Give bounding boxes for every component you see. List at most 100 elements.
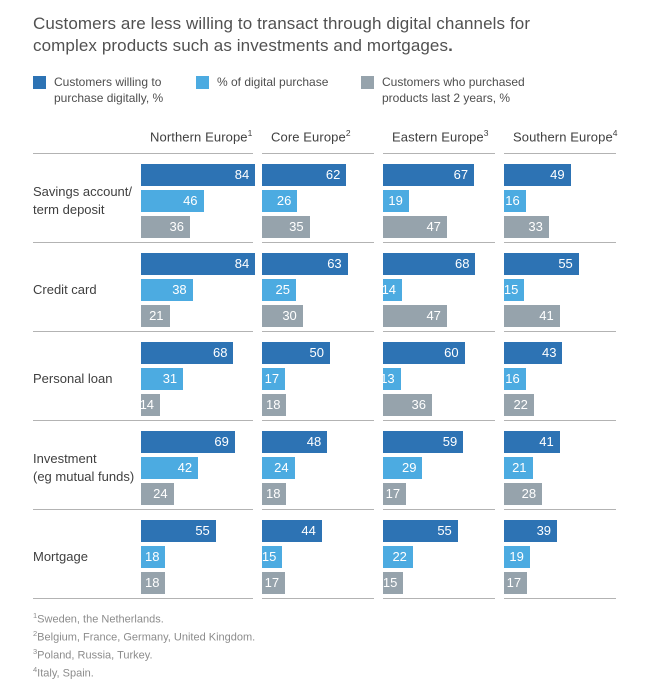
bar-willing-to-purchase-digitally: 59: [383, 430, 464, 453]
bar-value: 18: [145, 575, 160, 591]
bar-value: 22: [513, 397, 528, 413]
bar-purchased-last-2-years: 18: [262, 393, 287, 416]
row-label: Savings account/term deposit: [33, 183, 133, 217]
row-segment: 48 24 18: [262, 419, 374, 509]
bar-value: 31: [162, 371, 178, 387]
bar-value: 15: [382, 575, 398, 591]
bar-digital-purchase-share: 19: [383, 189, 409, 212]
legend-swatch-light-blue: [196, 75, 209, 89]
chart-title-line1: Customers are less willing to transact t…: [33, 14, 531, 33]
bar-value: 18: [266, 397, 281, 413]
row-segment: 68 14 47: [381, 241, 495, 331]
row-segment: 39 19 17: [504, 508, 616, 598]
baseline-segment: [504, 597, 616, 599]
bar-value: 26: [276, 193, 292, 209]
bar-willing-to-purchase-digitally: 62: [262, 163, 347, 186]
bar-group: 55 15 41: [503, 252, 616, 327]
bar-willing-to-purchase-digitally: 55: [504, 252, 579, 275]
bar-group: 44 15 17: [261, 519, 374, 594]
bar-value: 63: [327, 256, 342, 272]
bar-digital-purchase-share: 14: [381, 278, 403, 301]
bar-willing-to-purchase-digitally: 63: [262, 252, 348, 275]
bar-digital-purchase-share: 16: [504, 367, 526, 390]
bar-value: 15: [503, 282, 519, 298]
bar-value: 25: [275, 282, 290, 298]
bar-value: 59: [442, 434, 458, 450]
bar-group: 48 24 18: [262, 430, 374, 505]
bar-value: 24: [153, 486, 168, 502]
bar-value: 44: [301, 523, 316, 539]
bar-digital-purchase-share: 31: [141, 367, 184, 390]
footnote: 2Belgium, France, Germany, United Kingdo…: [33, 629, 256, 644]
bar-value: 39: [536, 523, 552, 539]
bar-willing-to-purchase-digitally: 60: [383, 341, 465, 364]
bar-value: 84: [234, 256, 250, 272]
bar-value: 16: [505, 371, 520, 387]
bar-digital-purchase-share: 16: [504, 189, 526, 212]
row-segment: 44 15 17: [261, 508, 374, 598]
bar-willing-to-purchase-digitally: 48: [262, 430, 328, 453]
bar-purchased-last-2-years: 41: [504, 304, 560, 327]
bar-group: 43 16 22: [504, 341, 616, 416]
bar-value: 15: [261, 549, 277, 565]
bar-group: 67 19 47: [383, 163, 495, 238]
row-segment: 59 29 17: [383, 419, 495, 509]
bar-digital-purchase-share: 42: [141, 456, 199, 479]
footnotes: 1Sweden, the Netherlands. 2Belgium, Franc…: [33, 610, 625, 682]
bar-value: 47: [426, 308, 441, 324]
legend-label-line2: products last 2 years, %: [382, 90, 511, 105]
bar-willing-to-purchase-digitally: 67: [383, 163, 475, 186]
row-segment: 41 21 28: [504, 419, 616, 509]
chart-title-line2: complex products such as investments and…: [33, 36, 449, 56]
bar-group: 68 31 14: [140, 341, 253, 416]
bar-purchased-last-2-years: 17: [504, 571, 528, 594]
bar-digital-purchase-share: 18: [141, 545, 166, 568]
footnote: 4Italy, Spain.: [33, 665, 94, 680]
bar-value: 16: [505, 193, 520, 209]
bar-digital-purchase-share: 15: [261, 545, 283, 568]
bar-purchased-last-2-years: 18: [262, 482, 287, 505]
bar-willing-to-purchase-digitally: 69: [141, 430, 235, 453]
bar-group: 62 26 35: [262, 163, 374, 238]
bar-willing-to-purchase-digitally: 50: [262, 341, 330, 364]
bar-willing-to-purchase-digitally: 55: [383, 519, 458, 542]
bar-value: 43: [542, 345, 557, 361]
bar-digital-purchase-share: 15: [503, 278, 525, 301]
bar-value: 36: [411, 397, 426, 413]
row-segment: 60 13 36: [380, 330, 495, 420]
row-segment: Credit card 84 38 21: [33, 241, 256, 331]
footnote: 3Poland, Russia, Turkey.: [33, 647, 153, 662]
bar-willing-to-purchase-digitally: 68: [141, 341, 234, 364]
bar-value: 19: [509, 549, 524, 565]
bar-value: 46: [183, 193, 198, 209]
baseline-segment: [262, 597, 374, 599]
row-segment: 55 15 41: [503, 241, 616, 331]
legend-label-line2: purchase digitally, %: [54, 90, 164, 105]
row-segment: 63 25 30: [262, 241, 374, 331]
bar-purchased-last-2-years: 47: [383, 304, 447, 327]
bar-value: 17: [264, 371, 280, 387]
bar-value: 60: [444, 345, 459, 361]
bar-value: 36: [169, 219, 184, 235]
bar-willing-to-purchase-digitally: 84: [141, 163, 256, 186]
legend-swatch-gray: [361, 75, 374, 89]
bar-value: 17: [264, 575, 280, 591]
bar-digital-purchase-share: 19: [504, 545, 530, 568]
bar-digital-purchase-share: 29: [383, 456, 423, 479]
bar-digital-purchase-share: 24: [262, 456, 295, 479]
bar-purchased-last-2-years: 30: [262, 304, 303, 327]
bar-value: 14: [381, 282, 397, 298]
bar-group: 41 21 28: [504, 430, 616, 505]
legend-item-purchased-last-2-years: Customers who purchased products last 2 …: [361, 75, 525, 107]
bar-group: 55 22 15: [382, 519, 495, 594]
legend-swatch-dark-blue: [33, 75, 46, 89]
bar-digital-purchase-share: 38: [141, 278, 193, 301]
legend: Customers willing to purchase digitally,…: [33, 75, 625, 107]
bar-value: 42: [177, 460, 193, 476]
baseline-segment: [383, 597, 495, 599]
bar-value: 28: [521, 486, 537, 502]
chart-title: Customers are less willing to transact t…: [33, 13, 625, 58]
chart-baseline: [33, 597, 625, 599]
bar-digital-purchase-share: 13: [380, 367, 401, 390]
